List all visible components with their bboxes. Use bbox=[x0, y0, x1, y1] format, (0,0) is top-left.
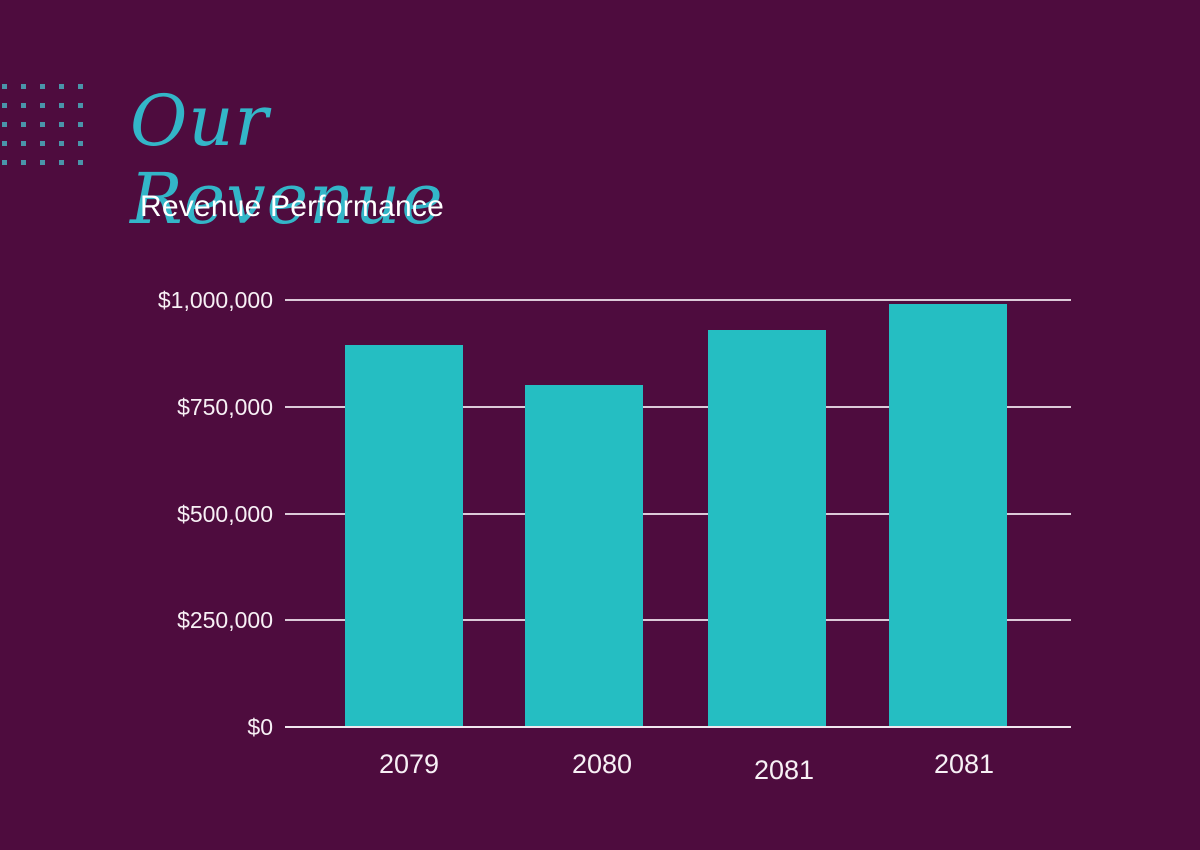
dot-decoration-square bbox=[40, 84, 45, 89]
gridline bbox=[285, 299, 1071, 301]
dot-decoration-square bbox=[40, 160, 45, 165]
y-axis-tick-label: $750,000 bbox=[177, 393, 273, 420]
x-axis-tick-label: 2081 bbox=[933, 749, 995, 779]
dot-decoration-square bbox=[40, 103, 45, 108]
dot-decoration-square bbox=[40, 141, 45, 146]
y-axis-tick-label: $250,000 bbox=[177, 607, 273, 634]
slide-title-line1: Our bbox=[130, 80, 269, 162]
gridline bbox=[285, 405, 1071, 408]
dot-decoration-square bbox=[78, 141, 83, 146]
x-axis-tick-label: 2080 bbox=[571, 749, 633, 779]
bar-2081 bbox=[708, 330, 826, 727]
dot-decoration-square bbox=[59, 122, 64, 127]
dots-decoration bbox=[2, 84, 83, 165]
dot-decoration-square bbox=[2, 160, 7, 165]
dot-decoration-square bbox=[59, 141, 64, 146]
y-axis-tick-label: $0 bbox=[247, 714, 273, 740]
dot-decoration-square bbox=[21, 103, 26, 108]
dot-decoration-square bbox=[2, 84, 7, 89]
dot-decoration-square bbox=[78, 84, 83, 89]
dot-decoration-square bbox=[21, 122, 26, 127]
gridline bbox=[285, 619, 1071, 622]
dot-decoration-square bbox=[2, 141, 7, 146]
bar-2079 bbox=[345, 345, 463, 727]
dot-decoration-square bbox=[59, 103, 64, 108]
gridline bbox=[285, 512, 1071, 515]
dot-decoration-square bbox=[21, 84, 26, 89]
bar-2080 bbox=[525, 385, 643, 727]
bar-2081 bbox=[889, 304, 1007, 727]
dot-decoration-square bbox=[40, 122, 45, 127]
chart-title: Revenue Performance bbox=[140, 190, 444, 223]
slide-title-line2: Revenue bbox=[130, 158, 444, 240]
x-axis-line bbox=[285, 726, 1071, 728]
x-axis-tick-label: 2079 bbox=[378, 749, 440, 779]
dot-decoration-square bbox=[21, 141, 26, 146]
dot-decoration-square bbox=[2, 122, 7, 127]
dot-decoration-square bbox=[78, 122, 83, 127]
dot-decoration-square bbox=[2, 103, 7, 108]
dot-decoration-square bbox=[78, 160, 83, 165]
x-axis-tick-label: 2081 bbox=[753, 755, 815, 785]
dot-decoration-square bbox=[59, 84, 64, 89]
dot-decoration-square bbox=[78, 103, 83, 108]
y-axis-tick-label: $500,000 bbox=[177, 500, 273, 527]
dot-decoration-square bbox=[59, 160, 64, 165]
slide-title: Our Revenue bbox=[130, 82, 444, 238]
y-axis-tick-label: $1,000,000 bbox=[157, 287, 273, 313]
dot-decoration-square bbox=[21, 160, 26, 165]
